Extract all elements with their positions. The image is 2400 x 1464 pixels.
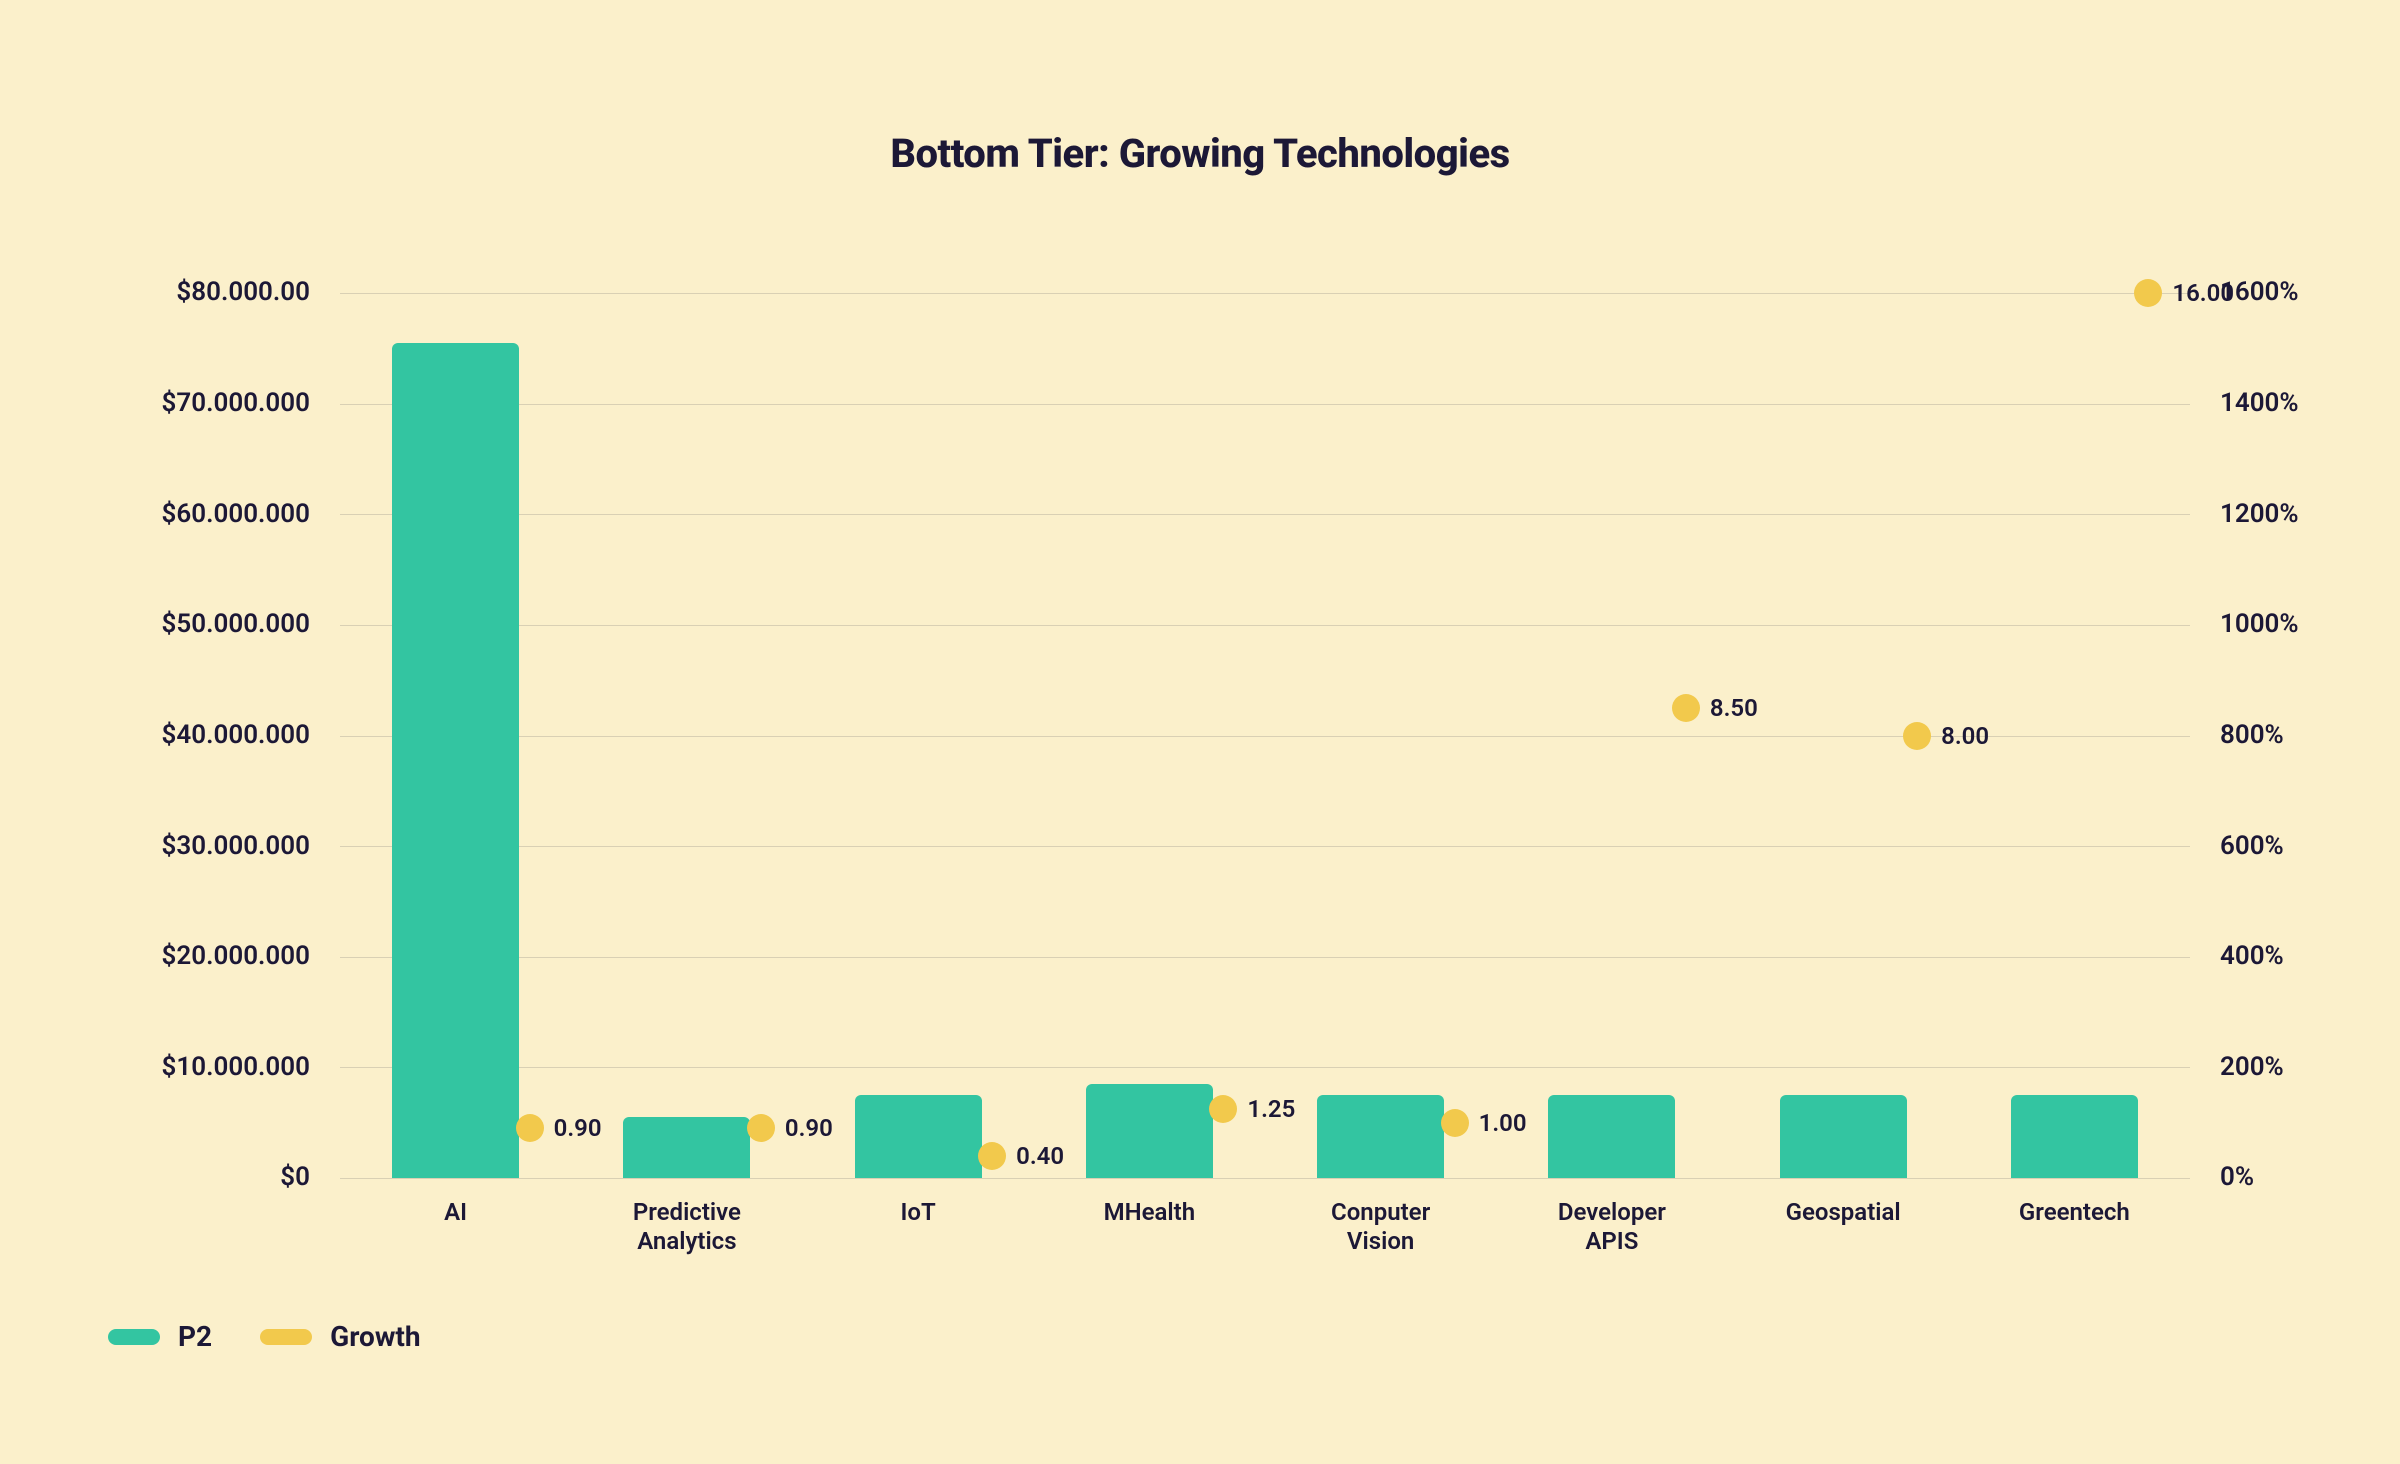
bar <box>1780 1095 1907 1178</box>
y-right-tick-label: 0% <box>2220 1162 2254 1192</box>
gridline <box>340 957 2190 958</box>
y-left-tick-label: $30.000.000 <box>162 831 310 861</box>
bar <box>392 343 519 1178</box>
bar <box>1317 1095 1444 1178</box>
y-right-tick-label: 600% <box>2220 831 2284 861</box>
legend-swatch <box>260 1329 312 1345</box>
legend-label: P2 <box>178 1320 212 1353</box>
gridline <box>340 846 2190 847</box>
gridline <box>340 1067 2190 1068</box>
chart-card: Bottom Tier: Growing Technologies $0$10.… <box>0 0 2400 1464</box>
gridline <box>340 293 2190 294</box>
y-right-tick-label: 400% <box>2220 941 2284 971</box>
growth-point-label: 0.90 <box>785 1114 833 1142</box>
x-tick-label: IoT <box>803 1198 1034 1227</box>
y-left-tick-label: $0 <box>280 1162 310 1192</box>
x-tick-label: Developer APIS <box>1496 1198 1727 1256</box>
x-tick-label: Geospatial <box>1728 1198 1959 1227</box>
growth-point <box>2134 279 2162 307</box>
bar <box>623 1117 750 1178</box>
legend-item: P2 <box>108 1320 212 1353</box>
x-tick-label: AI <box>340 1198 571 1227</box>
growth-point <box>1209 1095 1237 1123</box>
bar <box>1086 1084 1213 1178</box>
y-right-tick-label: 1000% <box>2220 609 2299 639</box>
gridline <box>340 625 2190 626</box>
chart-title: Bottom Tier: Growing Technologies <box>0 130 2400 177</box>
bar <box>855 1095 982 1178</box>
plot-area: $0$10.000.000$20.000.000$30.000.000$40.0… <box>340 293 2190 1178</box>
bar <box>2011 1095 2138 1178</box>
growth-point <box>1441 1109 1469 1137</box>
growth-point-label: 16.00 <box>2172 279 2234 307</box>
legend-item: Growth <box>260 1320 420 1353</box>
y-left-tick-label: $20.000.000 <box>162 941 310 971</box>
gridline <box>340 404 2190 405</box>
gridline <box>340 1178 2190 1179</box>
growth-point <box>978 1142 1006 1170</box>
growth-point-label: 1.00 <box>1479 1109 1527 1137</box>
growth-point <box>516 1114 544 1142</box>
legend-swatch <box>108 1329 160 1345</box>
legend: P2 Growth <box>108 1320 421 1353</box>
y-left-tick-label: $50.000.000 <box>162 609 310 639</box>
growth-point-label: 8.00 <box>1941 722 1989 750</box>
x-tick-label: Greentech <box>1959 1198 2190 1227</box>
y-right-tick-label: 800% <box>2220 720 2284 750</box>
growth-point <box>1903 722 1931 750</box>
x-tick-label: Predictive Analytics <box>571 1198 802 1256</box>
growth-point-label: 1.25 <box>1247 1095 1295 1123</box>
growth-point <box>747 1114 775 1142</box>
growth-point <box>1672 694 1700 722</box>
bar <box>1548 1095 1675 1178</box>
growth-point-label: 0.40 <box>1016 1142 1064 1170</box>
y-left-tick-label: $70.000.000 <box>162 388 310 418</box>
y-left-tick-label: $60.000.000 <box>162 499 310 529</box>
growth-point-label: 8.50 <box>1710 694 1758 722</box>
x-tick-label: Conputer Vision <box>1265 1198 1496 1256</box>
legend-label: Growth <box>330 1320 420 1353</box>
gridline <box>340 514 2190 515</box>
y-right-tick-label: 200% <box>2220 1052 2284 1082</box>
x-tick-label: MHealth <box>1034 1198 1265 1227</box>
y-left-tick-label: $80.000.00 <box>176 277 310 307</box>
y-left-tick-label: $40.000.000 <box>162 720 310 750</box>
y-left-tick-label: $10.000.000 <box>162 1052 310 1082</box>
growth-point-label: 0.90 <box>554 1114 602 1142</box>
y-right-tick-label: 1200% <box>2220 499 2299 529</box>
y-right-tick-label: 1400% <box>2220 388 2299 418</box>
